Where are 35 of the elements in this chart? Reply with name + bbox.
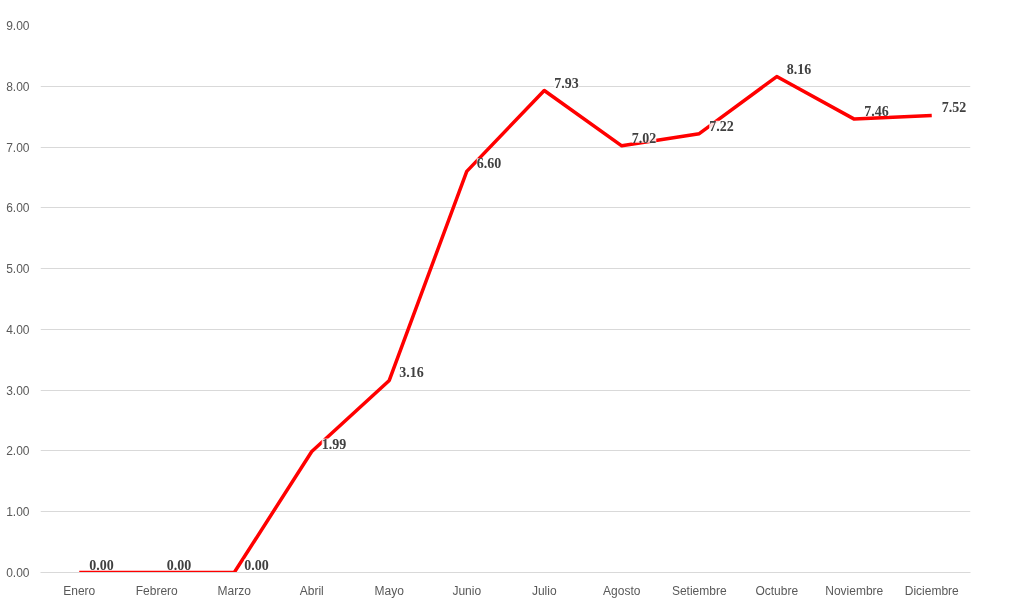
y-tick-label: 7.00: [6, 140, 30, 155]
x-tick-label: Enero: [63, 583, 96, 598]
y-tick-label: 2.00: [6, 444, 30, 459]
x-tick-label: Mayo: [374, 583, 405, 598]
x-tick-label: Julio: [531, 583, 557, 598]
y-tick-label: 5.00: [6, 262, 30, 277]
data-label: 8.16: [786, 61, 812, 77]
x-tick-label: Noviembre: [825, 583, 884, 598]
y-tick-label: 4.00: [6, 322, 30, 337]
x-tick-label: Setiembre: [671, 583, 727, 598]
y-tick-label: 0.00: [6, 566, 30, 580]
data-label: 1.99: [321, 436, 347, 452]
data-label: 7.22: [709, 118, 734, 134]
x-tick-label: Agosto: [603, 583, 641, 598]
x-tick-label: Diciembre: [904, 583, 960, 598]
data-label: 7.02: [631, 130, 657, 146]
data-label: 6.60: [476, 156, 502, 172]
data-label: 0.00: [89, 557, 114, 573]
y-tick-label: 9.00: [6, 19, 30, 33]
data-label: 0.00: [166, 557, 192, 573]
data-label: 0.00: [244, 557, 269, 573]
x-tick-label: Febrero: [135, 583, 179, 598]
x-tick-label: Abril: [299, 583, 324, 598]
data-label: 7.46: [864, 104, 889, 120]
y-tick-label: 6.00: [6, 201, 30, 216]
y-tick-label: 1.00: [6, 505, 30, 520]
x-tick-label: Octubre: [755, 583, 799, 598]
data-label: 7.52: [941, 100, 967, 116]
y-tick-label: 8.00: [6, 79, 30, 94]
x-tick-label: Junio: [452, 583, 482, 598]
data-label: 3.16: [399, 365, 424, 381]
data-label: 7.93: [554, 75, 579, 91]
y-tick-label: 3.00: [6, 383, 30, 398]
line-series: [77, 74, 934, 573]
x-tick-label: Marzo: [217, 583, 252, 598]
